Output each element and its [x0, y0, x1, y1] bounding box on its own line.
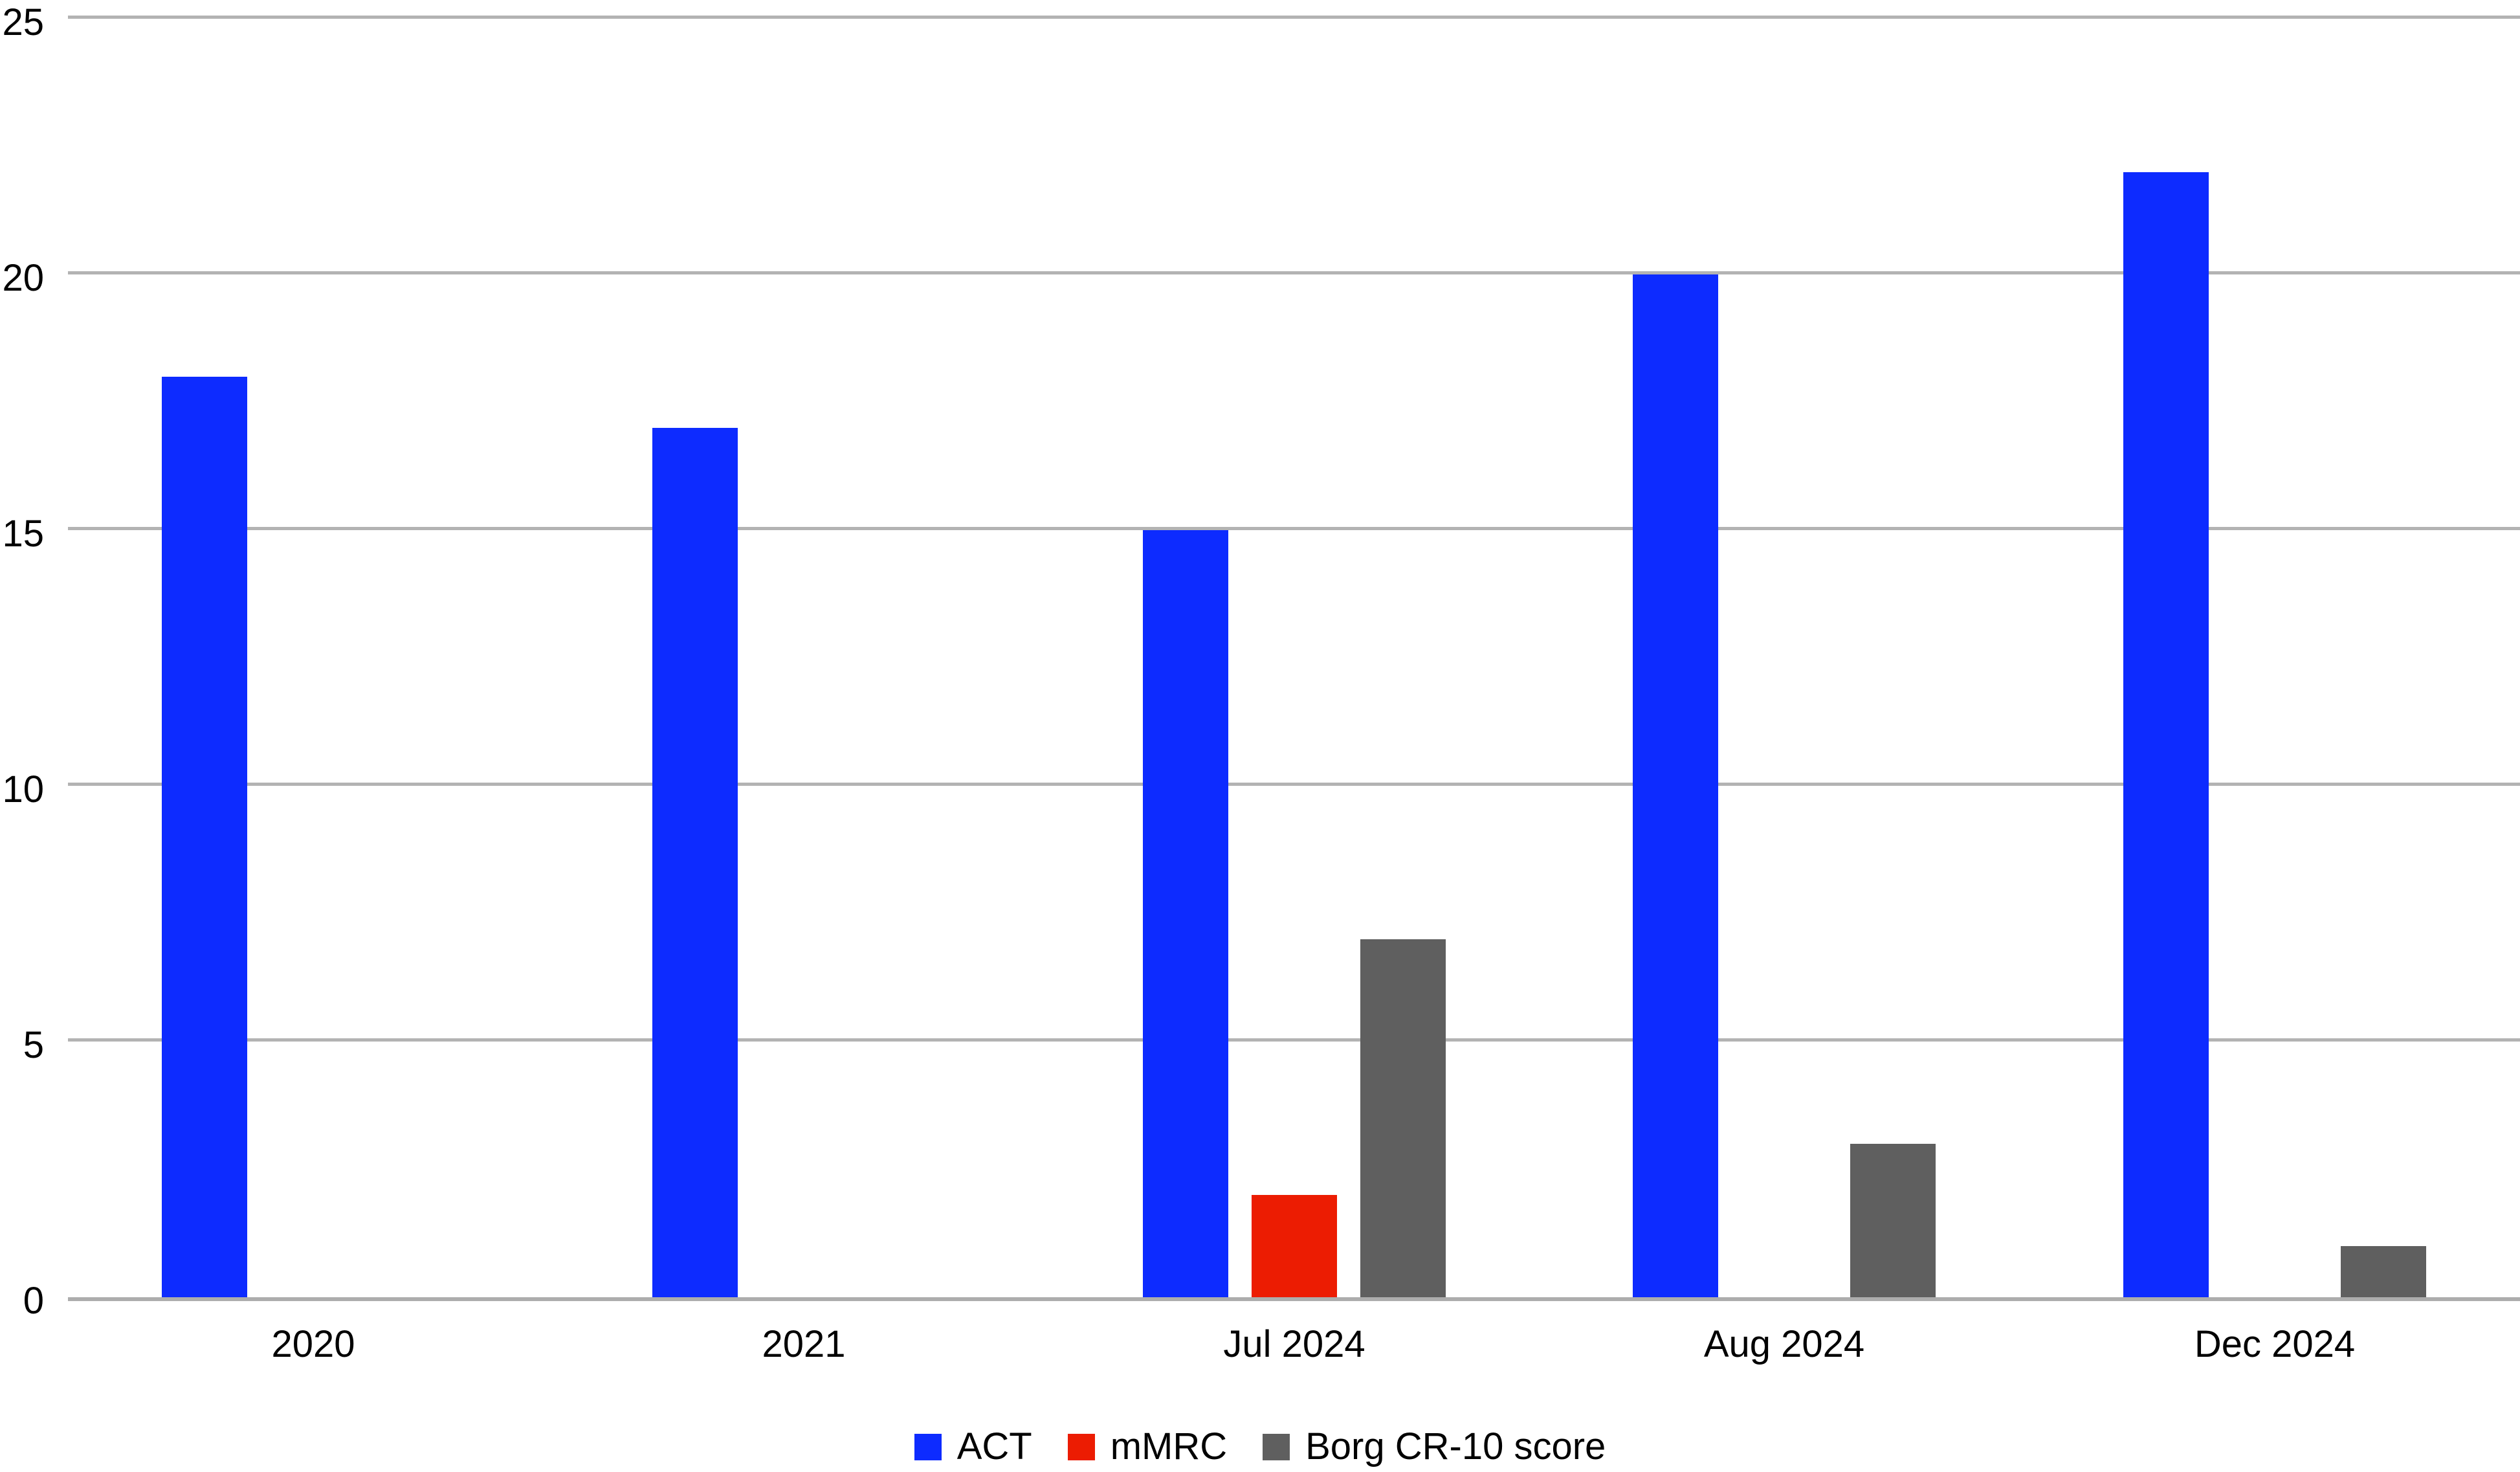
- y-axis-label-0: 0: [23, 1280, 44, 1322]
- legend-marker-act: [914, 1433, 942, 1460]
- bar-borg-cr-10-score-aug-2024: [1850, 1144, 1936, 1297]
- x-axis-label-dec-2024: Dec 2024: [2194, 1323, 2356, 1365]
- y-axis-label-5: 5: [23, 1024, 44, 1066]
- y-axis-label-15: 15: [2, 513, 44, 555]
- gridline-0: [68, 1297, 2520, 1301]
- y-axis-label-25: 25: [2, 1, 44, 43]
- legend-label-mmrc: mMRC: [1110, 1425, 1228, 1467]
- y-axis-label-10: 10: [2, 768, 44, 810]
- y-axis-label-20: 20: [2, 257, 44, 299]
- bar-act-2020: [162, 377, 247, 1297]
- x-axis-label-2020: 2020: [271, 1323, 355, 1365]
- gridline-20: [68, 271, 2520, 274]
- bar-mmrc-jul-2024: [1252, 1195, 1337, 1297]
- bar-borg-cr-10-score-dec-2024: [2341, 1246, 2426, 1297]
- legend-item-act: ACT: [914, 1427, 1032, 1467]
- bar-act-aug-2024: [1633, 274, 1718, 1297]
- bar-act-jul-2024: [1143, 530, 1228, 1297]
- legend-item-mmrc: mMRC: [1067, 1425, 1228, 1467]
- x-axis-label-2021: 2021: [762, 1323, 846, 1365]
- bar-act-dec-2024: [2123, 172, 2209, 1297]
- gridline-5: [68, 1038, 2520, 1042]
- legend-label-act: ACT: [956, 1425, 1032, 1467]
- legend-marker-borg-cr-10-score: [1263, 1433, 1290, 1460]
- x-axis-label-jul-2024: Jul 2024: [1223, 1323, 1365, 1365]
- legend-label-borg-cr-10-score: Borg CR-10 score: [1305, 1425, 1606, 1467]
- x-axis-label-aug-2024: Aug 2024: [1703, 1323, 1865, 1365]
- gridline-10: [68, 783, 2520, 786]
- bar-act-2021: [652, 428, 738, 1297]
- legend-item-borg-cr-10-score: Borg CR-10 score: [1263, 1427, 1606, 1467]
- chart-legend: ACT mMRC Borg CR-10 score: [0, 1427, 2520, 1467]
- legend-marker-mmrc: [1067, 1433, 1095, 1460]
- bar-borg-cr-10-score-jul-2024: [1360, 939, 1446, 1297]
- gridline-25: [68, 16, 2520, 19]
- gridline-15: [68, 527, 2520, 530]
